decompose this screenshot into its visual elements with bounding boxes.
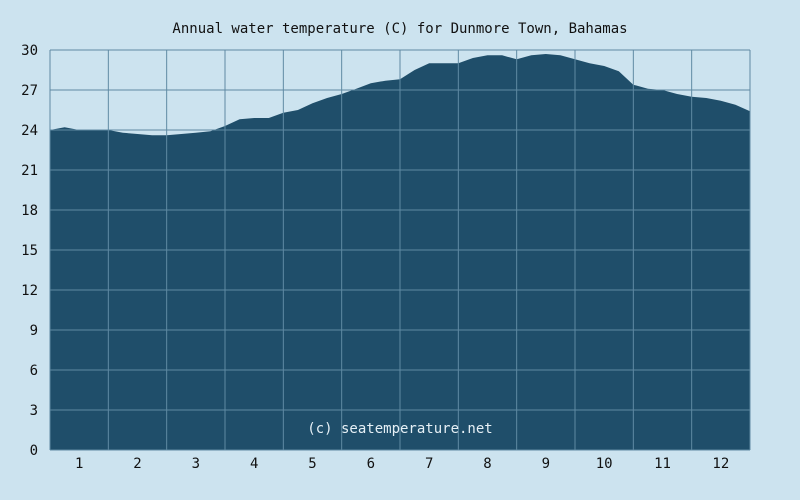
y-tick-label: 9 [30,323,38,339]
y-tick-label: 27 [21,83,38,99]
x-tick-label: 3 [192,456,200,472]
x-tick-label: 10 [596,456,613,472]
x-tick-label: 2 [133,456,141,472]
y-tick-label: 24 [21,123,38,139]
y-tick-label: 15 [21,243,38,259]
chart-title: Annual water temperature (C) for Dunmore… [172,21,627,37]
x-tick-label: 12 [712,456,729,472]
y-tick-label: 3 [30,403,38,419]
y-axis: 0 3 6 9 12 15 18 21 24 27 30 [21,43,38,459]
grid-layer [49,49,751,451]
x-tick-label: 6 [367,456,375,472]
y-tick-label: 21 [21,163,38,179]
x-axis: 1 2 3 4 5 6 7 8 9 10 11 12 [75,456,729,472]
y-tick-label: 0 [30,443,38,459]
x-tick-label: 4 [250,456,258,472]
x-tick-label: 1 [75,456,83,472]
x-tick-label: 5 [308,456,316,472]
x-tick-label: 11 [654,456,671,472]
y-tick-label: 12 [21,283,38,299]
y-tick-label: 30 [21,43,38,59]
x-tick-label: 7 [425,456,433,472]
x-tick-label: 9 [542,456,550,472]
credit-text: (c) seatemperature.net [307,421,492,437]
y-tick-label: 6 [30,363,38,379]
y-tick-label: 18 [21,203,38,219]
x-tick-label: 8 [483,456,491,472]
